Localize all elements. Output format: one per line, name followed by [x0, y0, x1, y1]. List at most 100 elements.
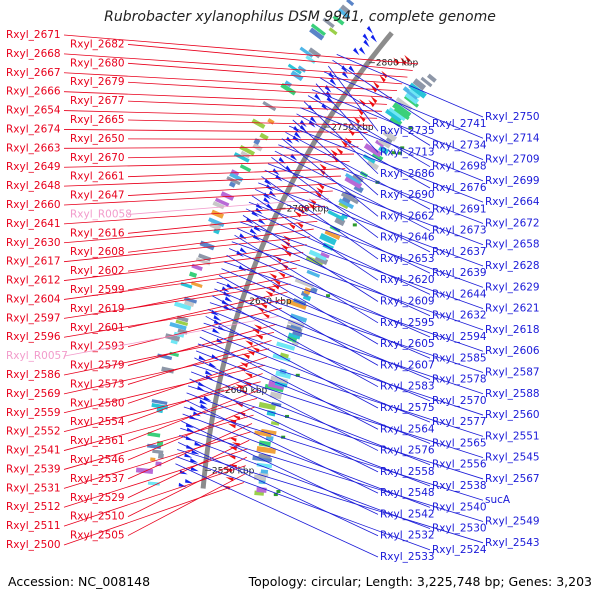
forward-gene-arrow	[379, 74, 386, 83]
forward-gene-leader	[63, 252, 304, 281]
feature-mark	[151, 402, 169, 410]
forward-gene-leader	[63, 34, 419, 65]
forward-gene-label: Rxyl_2599	[70, 284, 125, 296]
feature-mark	[265, 435, 274, 441]
forward-gene-label: Rxyl_2554	[70, 416, 125, 428]
feature-mark	[306, 269, 321, 278]
feature-mark	[151, 399, 168, 406]
forward-gene-label: Rxyl_2537	[70, 473, 125, 485]
reverse-gene-leader	[288, 125, 484, 203]
reverse-gene-label: Rxyl_2549	[485, 516, 540, 528]
reverse-gene-leader	[180, 427, 484, 522]
forward-gene-label: Rxyl_2586	[6, 369, 61, 381]
reverse-gene-arrow	[197, 385, 205, 392]
feature-mark	[267, 380, 285, 391]
forward-gene-arrow	[251, 328, 260, 335]
reverse-gene-leader	[211, 295, 379, 388]
feature-mark	[188, 271, 198, 278]
reverse-gene-leader	[319, 77, 431, 146]
forward-gene-arrow	[358, 114, 366, 123]
reverse-gene-label: Rxyl_2567	[485, 473, 540, 485]
forward-gene-leader	[63, 331, 275, 376]
forward-gene-label: Rxyl_2561	[70, 435, 125, 447]
feature-mark	[220, 191, 235, 201]
forward-gene-arrow	[370, 85, 378, 93]
forward-gene-arrow	[307, 202, 315, 210]
reverse-gene-arrow	[366, 25, 373, 34]
feature-mark	[334, 216, 346, 227]
feature-mark	[297, 65, 307, 73]
forward-gene-arrow	[314, 191, 322, 199]
reverse-gene-label: Rxyl_2621	[485, 303, 540, 315]
reverse-gene-label: Rxyl_2587	[485, 366, 540, 378]
forward-gene-leader	[127, 244, 307, 272]
reverse-gene-arrow	[190, 458, 199, 463]
forward-gene-label: Rxyl_2682	[70, 38, 125, 50]
feature-mark	[260, 428, 277, 436]
scale-tick-label: 2650 kbp	[249, 297, 292, 307]
feature-mark	[337, 8, 351, 20]
feature-mark	[254, 490, 265, 496]
reverse-gene-leader	[311, 89, 484, 160]
feature-mark	[191, 263, 203, 272]
feature-mark	[291, 340, 300, 346]
forward-gene-leader	[127, 228, 314, 253]
reverse-gene-arrow	[185, 479, 194, 484]
forward-gene-arrow	[256, 306, 264, 313]
feature-mark	[281, 435, 286, 439]
reverse-gene-leader	[271, 157, 379, 238]
feature-mark	[340, 192, 359, 205]
forward-gene-label: Rxyl_2579	[70, 360, 125, 372]
feature-mark	[254, 430, 272, 438]
forward-gene-arrow	[284, 250, 292, 257]
feature-mark	[150, 457, 156, 462]
feature-mark	[174, 301, 192, 311]
feature-mark	[262, 100, 277, 112]
forward-gene-arrow	[262, 313, 270, 319]
feature-mark	[285, 414, 290, 418]
reverse-gene-label: Rxyl_2673	[432, 225, 487, 237]
reverse-gene-label: Rxyl_2577	[432, 416, 487, 428]
feature-mark	[276, 341, 296, 351]
feature-mark	[288, 332, 301, 340]
feature-mark	[389, 115, 403, 127]
scale-tick-label: 2750 kbp	[331, 123, 374, 133]
forward-gene-leader	[63, 448, 249, 508]
forward-gene-label: Rxyl_2661	[70, 171, 125, 183]
forward-gene-label: Rxyl_2541	[6, 445, 61, 457]
reverse-gene-label: Rxyl_2646	[380, 232, 435, 244]
forward-gene-arrow	[393, 57, 400, 66]
reverse-gene-arrow	[363, 39, 370, 48]
reverse-gene-label: Rxyl_2576	[380, 445, 435, 457]
forward-gene-leader	[63, 283, 291, 319]
feature-mark	[346, 0, 355, 7]
forward-gene-leader	[127, 406, 256, 461]
reverse-gene-leader	[175, 463, 379, 558]
feature-mark	[258, 401, 276, 411]
feature-mark	[258, 453, 271, 459]
forward-gene-label: Rxyl_2677	[70, 95, 125, 107]
feature-mark	[300, 290, 310, 298]
reverse-gene-leader	[228, 248, 431, 338]
feature-mark	[382, 129, 398, 142]
feature-mark	[170, 339, 178, 345]
forward-gene-arrow	[221, 485, 230, 490]
feature-mark	[409, 87, 422, 99]
forward-gene-leader	[127, 307, 282, 348]
reverse-gene-leader	[183, 406, 484, 501]
reverse-gene-leader	[179, 434, 431, 529]
feature-mark	[362, 154, 376, 164]
reverse-gene-label: Rxyl_2741	[432, 118, 487, 130]
reverse-gene-label: Rxyl_2699	[485, 175, 540, 187]
reverse-gene-arrow	[314, 93, 322, 102]
forward-gene-leader	[127, 439, 250, 499]
reverse-gene-label: Rxyl_2558	[380, 466, 435, 478]
forward-gene-arrow	[404, 54, 411, 63]
reverse-gene-label: Rxyl_2585	[432, 352, 487, 364]
feature-mark	[314, 255, 329, 265]
feature-mark	[152, 449, 164, 455]
forward-gene-leader	[127, 153, 354, 159]
reverse-gene-leader	[182, 413, 431, 508]
forward-gene-label: Rxyl_2630	[6, 237, 61, 249]
forward-gene-leader	[127, 456, 247, 518]
